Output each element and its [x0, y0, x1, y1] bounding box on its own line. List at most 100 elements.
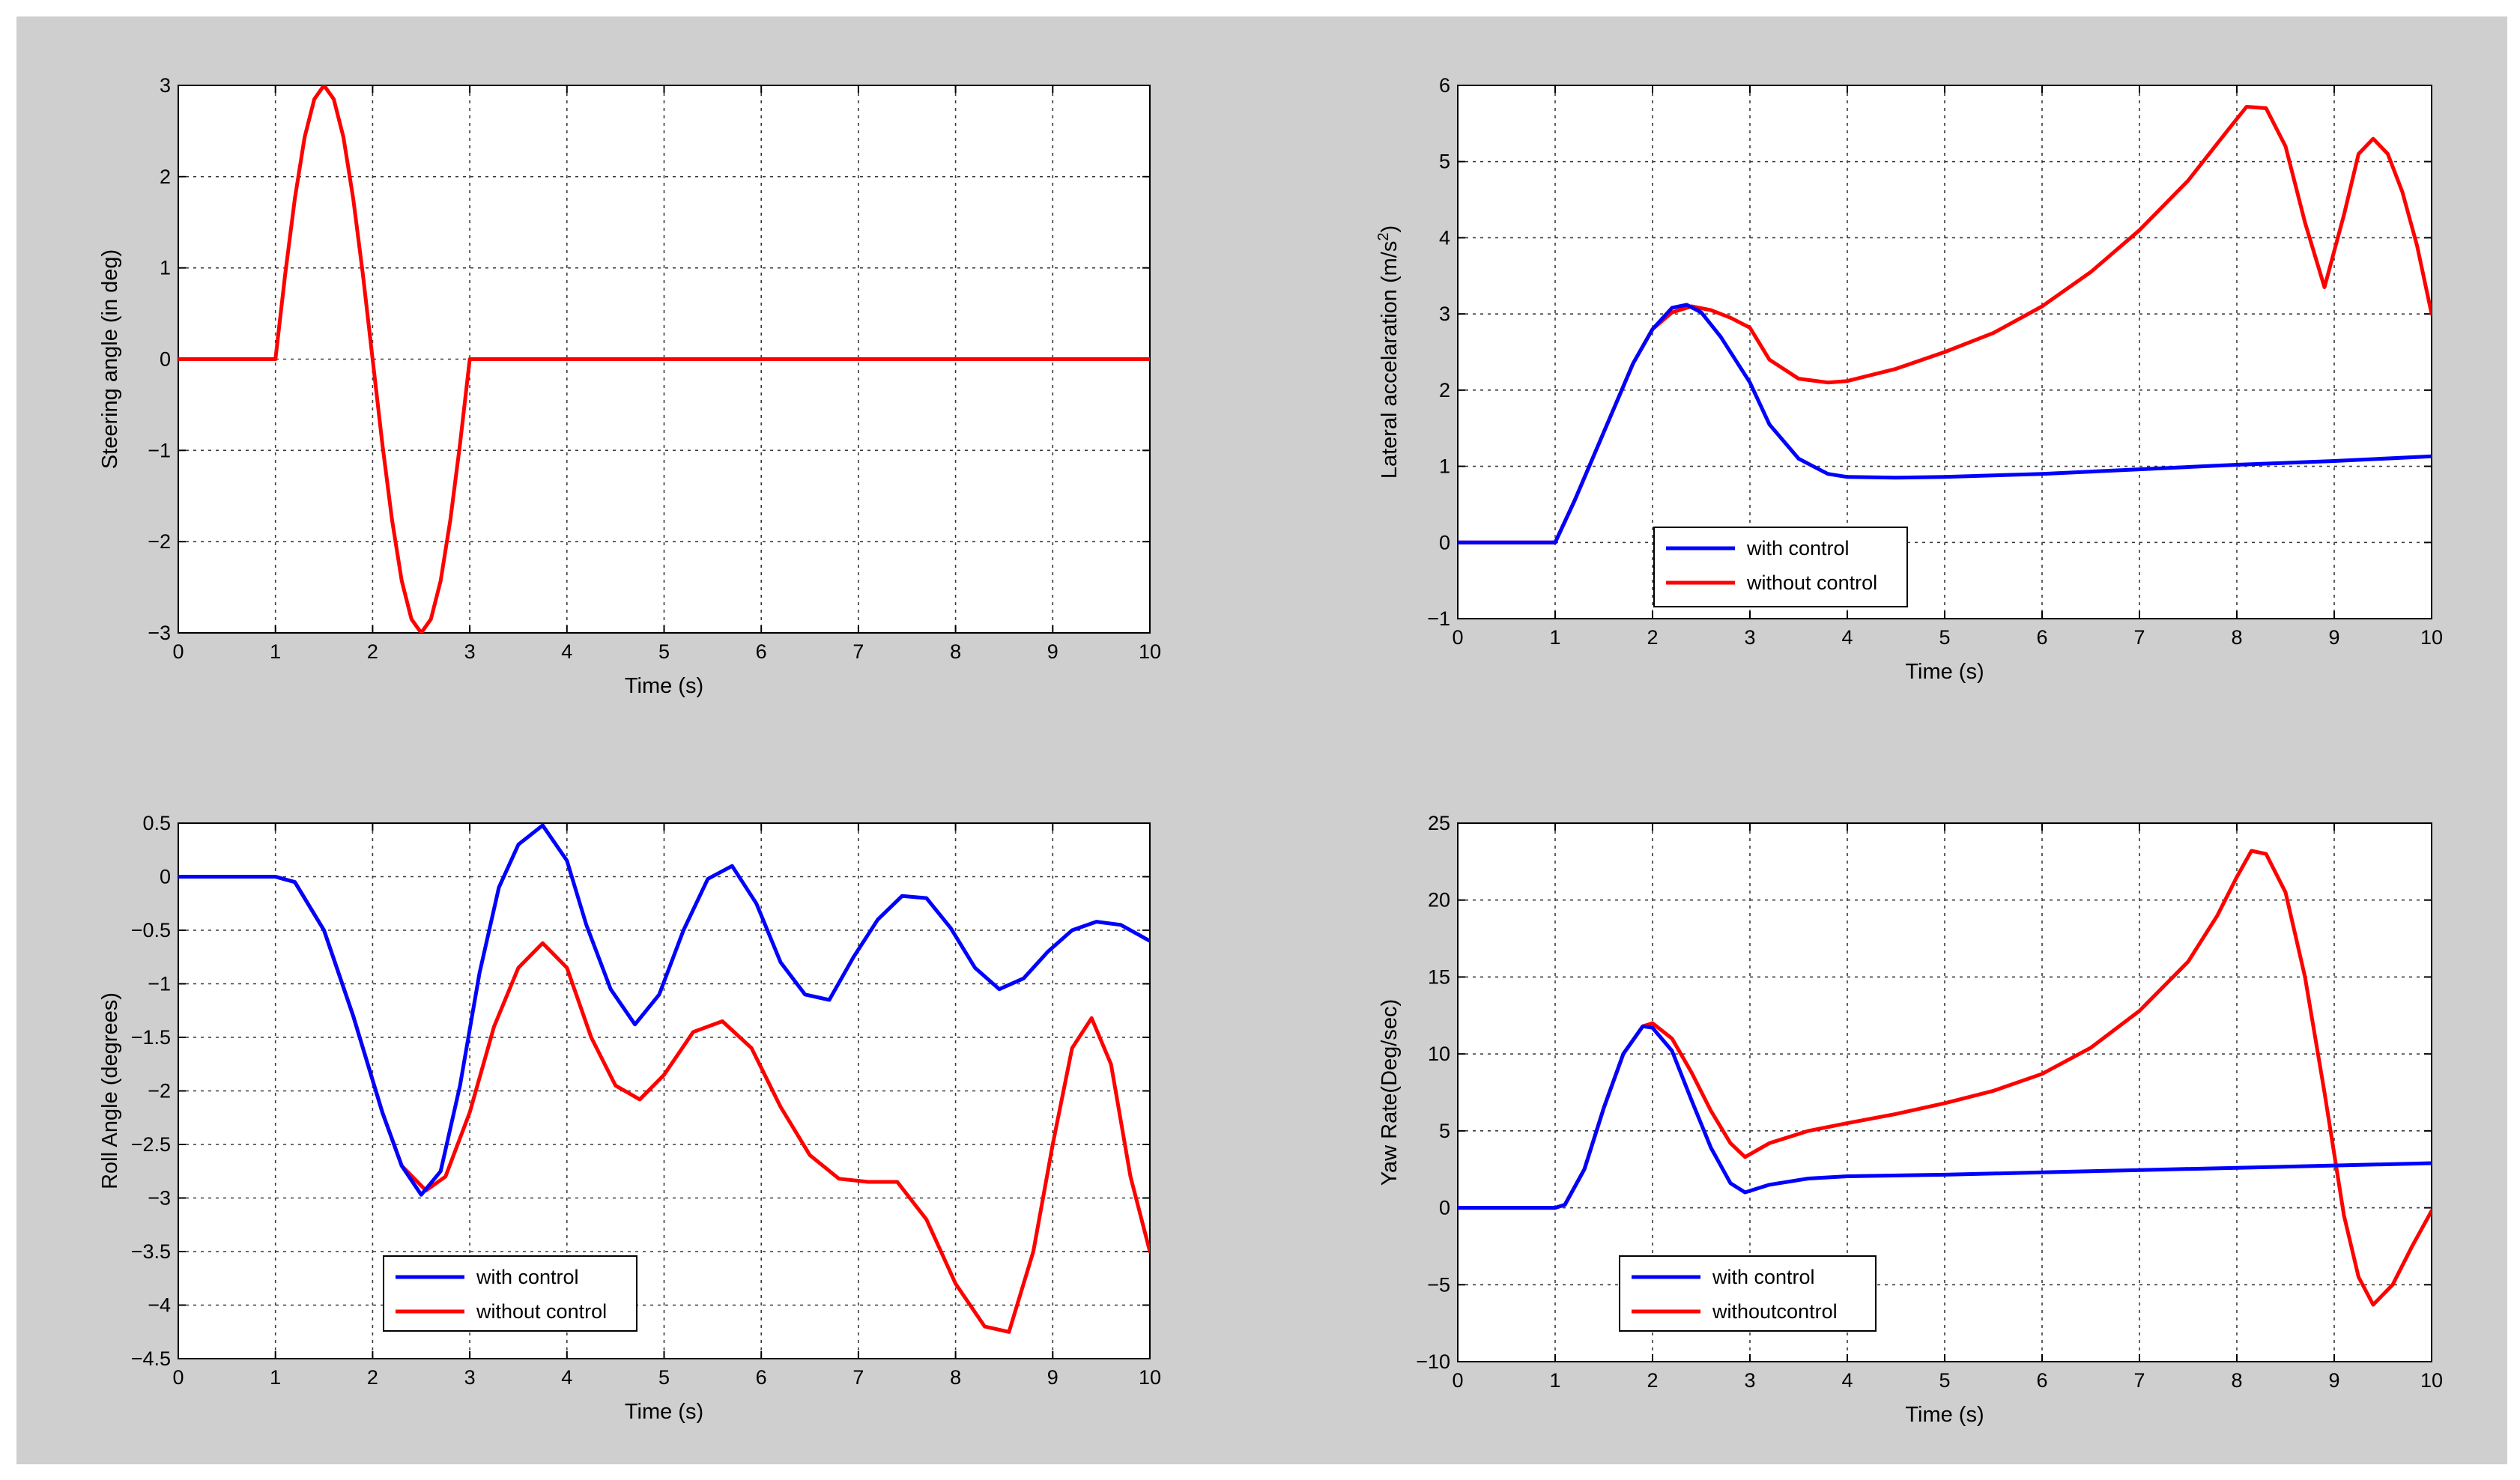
figure-background: 012345678910−3−2−10123Time (s)Steering a… — [16, 16, 2507, 1464]
y-tick-label: 0 — [160, 866, 171, 888]
x-tick-label: 7 — [852, 640, 864, 663]
y-tick-label: −2 — [148, 530, 171, 553]
chart-2: 012345678910−10123456Time (s)Lateral acc… — [1375, 74, 2443, 684]
legend-entry: without control — [1746, 571, 1877, 594]
x-tick-label: 0 — [172, 640, 184, 663]
x-tick-label: 1 — [270, 1366, 281, 1389]
x-tick-label: 7 — [2133, 1369, 2145, 1392]
y-tick-label: 3 — [160, 74, 171, 97]
x-axis-label: Time (s) — [625, 1400, 703, 1424]
y-tick-label: −5 — [1427, 1273, 1450, 1296]
y-tick-label: 15 — [1428, 965, 1450, 988]
x-tick-label: 8 — [950, 1366, 961, 1389]
x-tick-label: 4 — [1841, 1369, 1853, 1392]
y-axis-label: Lateral accelaration (m/s2) — [1375, 225, 1402, 479]
x-tick-label: 4 — [1841, 626, 1853, 649]
x-tick-label: 3 — [464, 640, 476, 663]
y-tick-label: 0 — [1439, 531, 1450, 554]
y-tick-label: −2.5 — [131, 1133, 171, 1156]
x-tick-label: 10 — [1139, 1366, 1161, 1389]
x-tick-label: 3 — [464, 1366, 476, 1389]
x-tick-label: 8 — [2231, 626, 2242, 649]
y-axis-label: Steering angle (in deg) — [98, 249, 122, 469]
x-tick-label: 9 — [1047, 1366, 1058, 1389]
x-tick-label: 3 — [1744, 626, 1755, 649]
x-tick-label: 1 — [270, 640, 281, 663]
x-tick-label: 2 — [1647, 1369, 1658, 1392]
y-tick-label: 1 — [160, 257, 171, 279]
x-axis-label: Time (s) — [1905, 1403, 1984, 1427]
x-tick-label: 10 — [2420, 1369, 2443, 1392]
y-tick-label: −1 — [148, 973, 171, 995]
y-tick-label: −4 — [148, 1294, 171, 1317]
x-tick-label: 6 — [2036, 1369, 2047, 1392]
x-tick-label: 9 — [1047, 640, 1058, 663]
x-tick-label: 8 — [2231, 1369, 2242, 1392]
x-tick-label: 5 — [1939, 1369, 1950, 1392]
y-tick-label: 3 — [1439, 303, 1450, 325]
y-tick-label: 25 — [1428, 812, 1450, 834]
y-tick-label: −1 — [1427, 607, 1450, 630]
y-tick-label: −3.5 — [131, 1240, 171, 1263]
x-tick-label: 0 — [1452, 1369, 1463, 1392]
y-tick-label: 6 — [1439, 74, 1450, 97]
y-tick-label: −2 — [148, 1080, 171, 1103]
x-tick-label: 6 — [756, 1366, 767, 1389]
x-tick-label: 5 — [1939, 626, 1950, 649]
chart-4: 0 1 2 3 4 5 6 7 8 9 10 −10 −5 0 5 10 15 20 25 Time (s) Yaw R… — [1378, 812, 2443, 1427]
y-tick-label: −0.5 — [131, 919, 171, 941]
x-tick-label: 6 — [756, 640, 767, 663]
legend: with control without control — [1654, 527, 1907, 607]
y-tick-label: −1 — [148, 439, 171, 461]
x-tick-label: 1 — [1549, 1369, 1560, 1392]
legend-entry: with control — [1746, 537, 1850, 559]
y-tick-label: 2 — [1439, 379, 1450, 401]
x-tick-label: 10 — [2420, 626, 2443, 649]
chart-canvas: 012345678910−3−2−10123Time (s)Steering a… — [16, 16, 2507, 1464]
x-tick-label: 4 — [561, 640, 572, 663]
x-tick-label: 10 — [1139, 640, 1161, 663]
y-axis-label: Yaw Rate(Deg/sec) — [1378, 999, 1402, 1186]
y-tick-label: −4.5 — [131, 1347, 171, 1370]
y-tick-label: −1.5 — [131, 1026, 171, 1049]
legend: with control without control — [384, 1256, 637, 1331]
x-tick-label: 1 — [1549, 626, 1560, 649]
x-axis-label: Time (s) — [625, 674, 703, 698]
y-axis-label: Roll Angle (degrees) — [98, 992, 122, 1189]
y-tick-label: 20 — [1428, 889, 1450, 912]
x-tick-label: 2 — [367, 1366, 378, 1389]
x-tick-label: 7 — [2133, 626, 2145, 649]
x-axis-label: Time (s) — [1905, 660, 1984, 684]
legend: with control withoutcontrol — [1620, 1256, 1876, 1331]
x-tick-label: 2 — [1647, 626, 1658, 649]
legend-entry: with control — [476, 1266, 579, 1288]
x-tick-label: 9 — [2328, 626, 2339, 649]
y-tick-label: 0.5 — [142, 812, 171, 834]
x-tick-label: 0 — [172, 1366, 184, 1389]
x-tick-label: 5 — [658, 1366, 670, 1389]
y-tick-label: 5 — [1439, 151, 1450, 173]
x-tick-label: 7 — [852, 1366, 864, 1389]
x-tick-label: 9 — [2328, 1369, 2339, 1392]
y-tick-label: 5 — [1439, 1120, 1450, 1142]
x-tick-label: 2 — [367, 640, 378, 663]
x-tick-label: 0 — [1452, 626, 1463, 649]
y-tick-label: 2 — [160, 166, 171, 188]
legend-entry: without control — [476, 1300, 607, 1323]
legend-entry: withoutcontrol — [1712, 1300, 1838, 1323]
y-tick-label: −3 — [148, 622, 171, 644]
y-tick-label: 1 — [1439, 455, 1450, 478]
y-tick-label: −10 — [1416, 1350, 1450, 1373]
y-tick-label: 10 — [1428, 1043, 1450, 1065]
y-tick-label: 4 — [1439, 226, 1450, 249]
chart-3: 0 1 2 3 4 5 6 7 8 9 10 −4.5 −4 −3.5 −3 −2.5 −2 −1.5 −1 −0.5… — [98, 812, 1161, 1424]
y-tick-label: 0 — [1439, 1197, 1450, 1219]
x-tick-label: 4 — [561, 1366, 572, 1389]
chart-1: 012345678910−3−2−10123Time (s)Steering a… — [98, 74, 1161, 698]
y-tick-label: 0 — [160, 348, 171, 371]
legend-entry: with control — [1712, 1266, 1815, 1288]
x-tick-label: 5 — [658, 640, 670, 663]
x-tick-label: 3 — [1744, 1369, 1755, 1392]
x-tick-label: 6 — [2036, 626, 2047, 649]
y-tick-label: −3 — [148, 1187, 171, 1210]
